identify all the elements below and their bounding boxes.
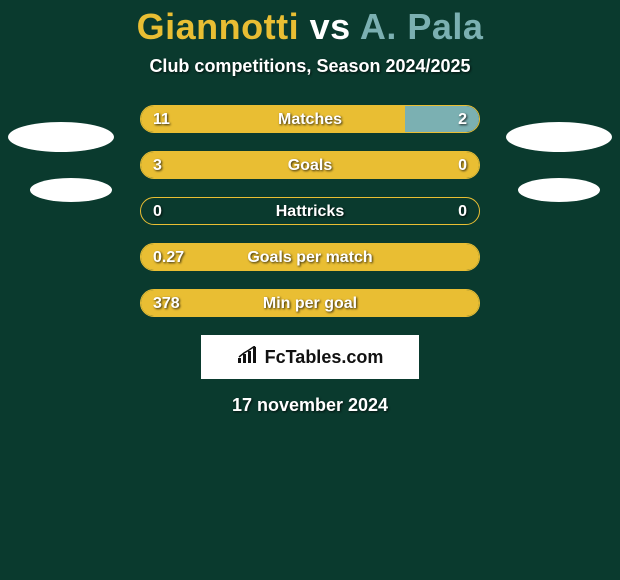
stat-value-left: 378 [153, 290, 180, 316]
stat-value-right: 0 [458, 198, 467, 224]
stat-value-left: 3 [153, 152, 162, 178]
stat-row: Matches11 2 [140, 105, 480, 133]
stat-bar: Min per goal378 [140, 289, 480, 317]
stat-label: Matches [141, 106, 479, 132]
stat-label: Hattricks [141, 198, 479, 224]
stat-value-left: 0.27 [153, 244, 184, 270]
player2-name: A. Pala [360, 6, 484, 47]
stat-row: Hattricks0 0 [140, 197, 480, 225]
vs-text: vs [310, 6, 351, 47]
stat-value-right: 2 [458, 106, 467, 132]
stat-bar: Hattricks0 0 [140, 197, 480, 225]
stat-row: Min per goal378 [140, 289, 480, 317]
decorative-ellipse [518, 178, 600, 202]
date-text: 17 november 2024 [0, 395, 620, 416]
player1-name: Giannotti [137, 6, 299, 47]
decorative-ellipse [30, 178, 112, 202]
stat-value-left: 0 [153, 198, 162, 224]
subtitle: Club competitions, Season 2024/2025 [0, 56, 620, 77]
stat-bar: Goals per match0.27 [140, 243, 480, 271]
decorative-ellipse [506, 122, 612, 152]
stat-row: Goals3 0 [140, 151, 480, 179]
stat-value-left: 11 [153, 106, 170, 132]
stat-label: Goals [141, 152, 479, 178]
stat-row: Goals per match0.27 [140, 243, 480, 271]
stat-bar: Goals3 0 [140, 151, 480, 179]
brand-badge: FcTables.com [201, 335, 419, 379]
stat-value-right: 0 [458, 152, 467, 178]
stat-label: Goals per match [141, 244, 479, 270]
stat-bar: Matches11 2 [140, 105, 480, 133]
page-title: Giannotti vs A. Pala [0, 0, 620, 48]
stat-label: Min per goal [141, 290, 479, 316]
brand-text: FcTables.com [265, 347, 384, 368]
decorative-ellipse [8, 122, 114, 152]
chart-icon [237, 346, 259, 369]
